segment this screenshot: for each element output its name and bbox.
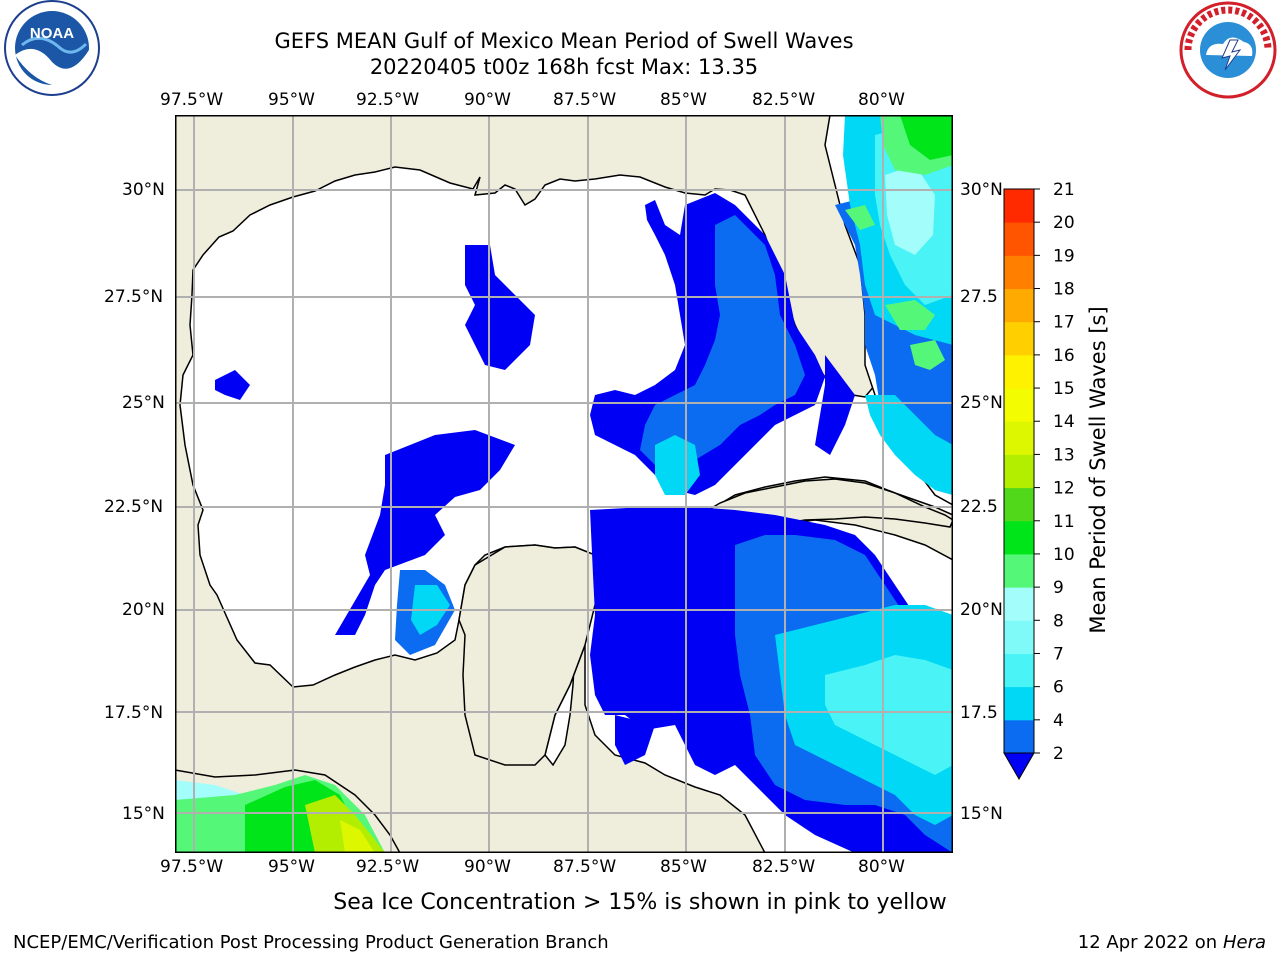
footer-date-text: 12 Apr 2022 on bbox=[1077, 932, 1223, 953]
graticule bbox=[175, 115, 953, 853]
lat-label-left: 17.5°N bbox=[104, 703, 164, 723]
lat-label-left: 30°N bbox=[122, 180, 165, 200]
colorbar-tick-label: 18 bbox=[1053, 280, 1075, 300]
lon-label-bottom: 90°W bbox=[464, 857, 511, 877]
colorbar-tick-label: 11 bbox=[1053, 512, 1075, 532]
colorbar-tick-label: 8 bbox=[1053, 611, 1064, 631]
sea-ice-note: Sea Ice Concentration > 15% is shown in … bbox=[333, 890, 947, 915]
colorbar-segment bbox=[1004, 354, 1034, 389]
map-panel bbox=[174, 114, 954, 854]
map-canvas bbox=[174, 114, 954, 854]
lon-label-bottom: 95°W bbox=[268, 857, 315, 877]
lon-label-bottom: 80°W bbox=[858, 857, 905, 877]
lon-label-bottom: 97.5°W bbox=[160, 857, 224, 877]
lon-label-bottom: 92.5°W bbox=[356, 857, 420, 877]
lon-label-bottom: 85°W bbox=[660, 857, 707, 877]
colorbar-tick-label: 7 bbox=[1053, 644, 1064, 664]
colorbar-tick-label: 13 bbox=[1053, 445, 1075, 465]
colorbar: 2 4 6 7 8 9 10 11 12 13 14 15 16 17 18 19 20 21 bbox=[985, 170, 1105, 790]
lat-label-left: 20°N bbox=[122, 600, 165, 620]
colorbar-tick-label: 19 bbox=[1053, 246, 1075, 266]
map-border bbox=[175, 115, 953, 853]
colorbar-tick-label: 14 bbox=[1053, 412, 1075, 432]
colorbar-segment bbox=[1004, 686, 1034, 721]
colorbar-segment bbox=[1004, 620, 1034, 654]
footer-date: 12 Apr 2022 on Hera bbox=[1078, 932, 1266, 953]
colorbar-segment bbox=[1004, 520, 1034, 555]
colorbar-segment bbox=[1004, 388, 1034, 422]
lat-label-right: 22.5 bbox=[960, 497, 998, 517]
colorbar-graphic: 2 4 6 7 8 9 10 11 12 13 14 15 16 17 18 19 20 21 bbox=[1003, 180, 1075, 781]
lon-label-bottom: 87.5°W bbox=[553, 857, 617, 877]
lat-label-right: 27.5 bbox=[960, 287, 998, 307]
colorbar-tick-label: 15 bbox=[1053, 379, 1075, 399]
colorbar-segment bbox=[1004, 421, 1034, 455]
colorbar-tick-label: 6 bbox=[1053, 678, 1064, 698]
lat-label-left: 22.5°N bbox=[104, 497, 164, 517]
lon-label-top: 85°W bbox=[660, 90, 707, 110]
colorbar-segment bbox=[1004, 587, 1034, 621]
lon-label-top: 90°W bbox=[464, 90, 511, 110]
colorbar-tick-label: 16 bbox=[1053, 346, 1075, 366]
lat-label-right: 25°N bbox=[960, 393, 1003, 413]
noaa-logo: NOAA bbox=[0, 0, 105, 100]
lon-label-top: 95°W bbox=[268, 90, 315, 110]
map-subtitle: 20220405 t00z 168h fcst Max: 13.35 bbox=[369, 55, 759, 79]
colorbar-segment bbox=[1004, 553, 1034, 588]
colorbar-label: Mean Period of Swell Waves [s] bbox=[1086, 306, 1110, 634]
nws-logo bbox=[1178, 0, 1280, 100]
lon-label-top: 92.5°W bbox=[356, 90, 420, 110]
colorbar-segment bbox=[1004, 189, 1034, 223]
colorbar-tick-label: 9 bbox=[1053, 578, 1064, 598]
lat-label-left: 27.5°N bbox=[104, 287, 164, 307]
lat-label-left: 15°N bbox=[122, 804, 165, 824]
lat-label-left: 25°N bbox=[122, 393, 165, 413]
colorbar-segment bbox=[1004, 222, 1034, 256]
colorbar-segment bbox=[1004, 288, 1034, 323]
colorbar-outline bbox=[1003, 188, 1035, 754]
colorbar-segment bbox=[1004, 719, 1034, 754]
lat-label-right: 15°N bbox=[960, 804, 1003, 824]
lat-label-right: 17.5 bbox=[960, 703, 998, 723]
colorbar-segment bbox=[1004, 321, 1034, 356]
colorbar-tick-label: 10 bbox=[1053, 545, 1075, 565]
colorbar-tick-label: 12 bbox=[1053, 479, 1075, 499]
colorbar-segment bbox=[1004, 454, 1034, 489]
colorbar-segment bbox=[1004, 255, 1034, 290]
colorbar-tick-label: 20 bbox=[1053, 213, 1075, 233]
footer-host: Hera bbox=[1222, 932, 1266, 953]
map-title: GEFS MEAN Gulf of Mexico Mean Period of … bbox=[274, 29, 854, 53]
colorbar-tick-label: 17 bbox=[1053, 313, 1075, 333]
lon-label-top: 82.5°W bbox=[752, 90, 816, 110]
colorbar-segment bbox=[1004, 487, 1034, 522]
colorbar-segment bbox=[1004, 653, 1034, 688]
yucatan-land bbox=[458, 544, 601, 766]
lon-label-bottom: 82.5°W bbox=[752, 857, 816, 877]
pacific-coast bbox=[174, 769, 401, 854]
colorbar-tick-label: 2 bbox=[1053, 744, 1064, 764]
colorbar-tick-label: 4 bbox=[1053, 711, 1064, 731]
footer-credit: NCEP/EMC/Verification Post Processing Pr… bbox=[13, 932, 609, 953]
colorbar-tick-label: 21 bbox=[1053, 180, 1075, 200]
lat-label-right: 20°N bbox=[960, 600, 1003, 620]
lon-label-top: 87.5°W bbox=[553, 90, 617, 110]
svg-text:NOAA: NOAA bbox=[30, 25, 74, 42]
lat-label-right: 30°N bbox=[960, 180, 1003, 200]
lon-label-top: 80°W bbox=[858, 90, 905, 110]
colorbar-under-extension bbox=[1003, 752, 1035, 781]
lon-label-top: 97.5°W bbox=[160, 90, 224, 110]
